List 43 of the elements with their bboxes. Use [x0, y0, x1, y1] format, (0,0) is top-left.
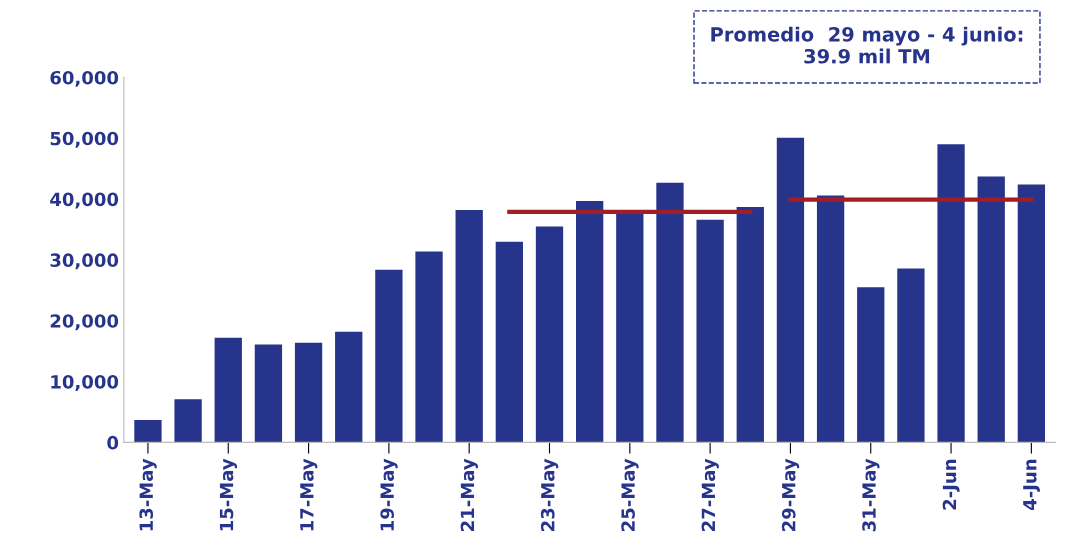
x-tick-label: 23-May: [540, 458, 559, 531]
bar: [616, 211, 644, 443]
bar: [696, 219, 724, 443]
x-tick-label: 29-May: [781, 458, 800, 531]
bar: [254, 344, 283, 443]
x-tick-label: 4-Jun: [1023, 459, 1040, 511]
text: Promedio 29 mayo - 4 junio: 39.9 mil TM: [711, 26, 1023, 64]
bar: [656, 182, 684, 443]
bar: [535, 226, 564, 443]
x-tick-label: 17-May: [300, 458, 318, 531]
bar: [375, 269, 403, 443]
y-tick-label: 0: [107, 435, 119, 450]
y-tick-label: 60,000: [50, 70, 119, 87]
bar: [897, 268, 925, 443]
bar: [857, 287, 885, 443]
bar: [816, 195, 845, 443]
bar: [415, 251, 443, 443]
bar: [214, 337, 242, 443]
bar: [1017, 184, 1046, 443]
y-tick-label: 40,000: [50, 192, 119, 209]
y-tick-label: 10,000: [51, 375, 119, 391]
x-tick-label: 15-May: [219, 458, 237, 531]
bar: [937, 144, 965, 443]
y-tick-label: 30,000: [50, 253, 119, 270]
bar: [335, 331, 363, 443]
x-tick-label: 27-May: [701, 458, 719, 531]
bar: [736, 206, 764, 443]
x-tick-label: 21-May: [460, 458, 478, 531]
x-tick-label: 25-May: [621, 458, 639, 531]
bar: [776, 137, 805, 443]
bar: [134, 419, 162, 443]
bar: [495, 241, 523, 443]
y-tick-label: 20,000: [50, 314, 119, 331]
x-tick-label: 2-Jun: [942, 459, 960, 510]
bar: [455, 210, 483, 443]
bar: [977, 176, 1005, 443]
bar: [174, 399, 202, 443]
bar: [576, 200, 604, 443]
x-tick-label: 13-May: [139, 458, 157, 531]
y-tick-label: 50,000: [50, 131, 119, 148]
x-tick-label: 31-May: [862, 458, 880, 532]
x-tick-label: 19-May: [380, 458, 398, 531]
bar: [294, 342, 323, 443]
